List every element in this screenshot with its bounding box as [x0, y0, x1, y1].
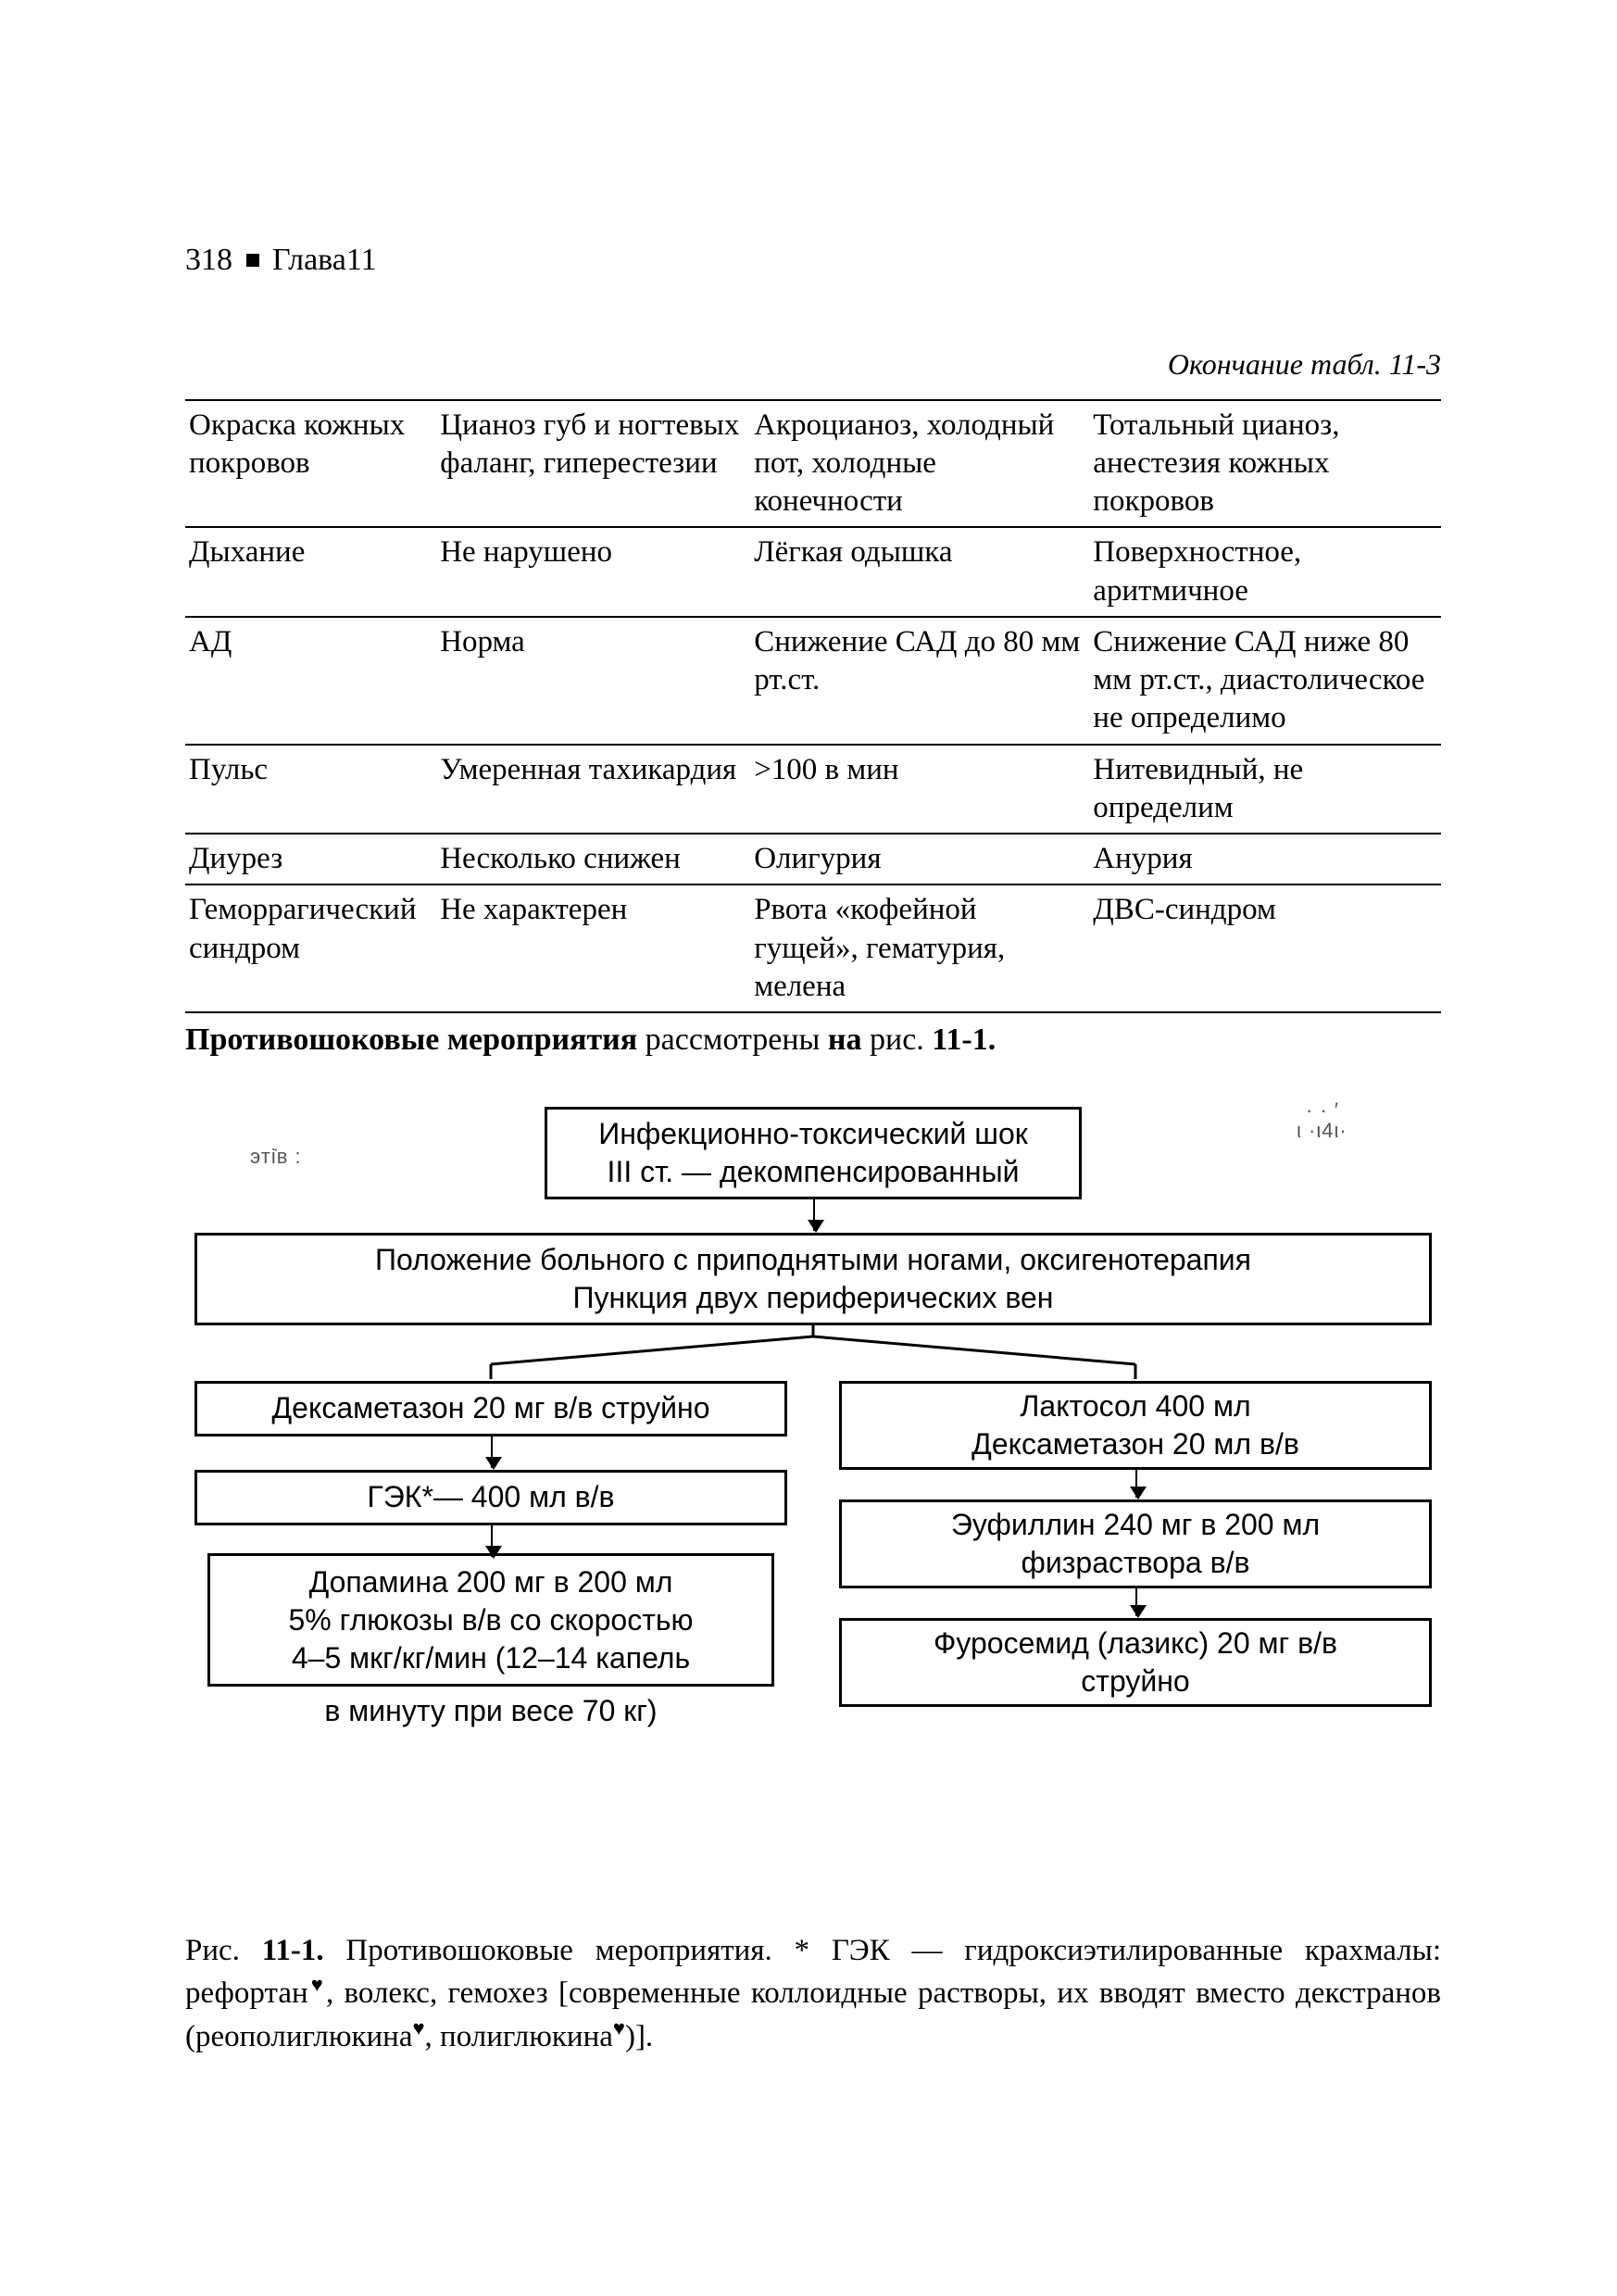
flow-node-right-1: Лактосол 400 мл Дексаметазон 20 мл в/в — [839, 1381, 1432, 1470]
table-cell: Несколько снижен — [436, 834, 750, 885]
table-cell: Диурез — [185, 834, 436, 885]
flowchart: эт‍і̇в : · · ′ ι ·ι4ι· Инфекционно-токси… — [185, 1107, 1441, 1857]
table-row: Геморрагический синдромНе характеренРвот… — [185, 885, 1441, 1012]
split-connector — [185, 1325, 1441, 1381]
table-cell: Цианоз губ и ногтевых фаланг, гиперестез… — [436, 400, 750, 528]
table-row: ПульсУмеренная тахикардия>100 в минНитев… — [185, 745, 1441, 834]
after-table-sentence: Противошоковые мероприятия рассмотрены н… — [185, 1021, 1441, 1060]
chapter-label: Глава11 — [272, 243, 377, 277]
flow-node-top: Инфекционно-токсический шок III ст. — де… — [545, 1107, 1082, 1199]
table-cell: Дыхание — [185, 527, 436, 617]
table-cell: Умеренная тахикардия — [436, 745, 750, 834]
table-cell: Олигурия — [750, 834, 1089, 885]
table-cell: Тотальный цианоз, анестезия кожных покро… — [1089, 400, 1441, 528]
table-cell: Снижение САД до 80 мм рт.ст. — [750, 617, 1089, 745]
flow-node-position-line2: Пункция двух периферических вен — [573, 1279, 1054, 1317]
table-cell: Акроцианоз, холодный пот, холодные конеч… — [750, 400, 1089, 528]
flow-node-right-2: Эуфиллин 240 мг в 200 мл физраствора в/в — [839, 1499, 1432, 1588]
table-row: АДНормаСнижение САД до 80 мм рт.ст.Сниже… — [185, 617, 1441, 745]
caption-body4: )]. — [625, 2020, 653, 2053]
table-cell: Снижение САД ниже 80 мм рт.ст., диастоли… — [1089, 617, 1441, 745]
table-cell: Не характерен — [436, 885, 750, 1012]
running-header: 318 Глава11 — [185, 241, 1441, 281]
flow-node-left-3-line2: 5% глюкозы в/в со скоростью — [216, 1601, 766, 1639]
table-cell: ДВС-синдром — [1089, 885, 1441, 1012]
table-cell: Не нарушено — [436, 527, 750, 617]
arrow-down-icon — [491, 1437, 493, 1468]
heart-icon: ♥ — [412, 2016, 424, 2039]
table-cell: Окраска кожных покровов — [185, 400, 436, 528]
flow-node-left-1-text: Дексаметазон 20 мг в/в струйно — [271, 1389, 709, 1427]
arrow-down-icon — [1135, 1470, 1137, 1498]
table-cell: Рвота «кофейной гущей», гематурия, мелен… — [750, 885, 1089, 1012]
table-cell: Анурия — [1089, 834, 1441, 885]
caption-body2: , волекс, гемохез [современные коллоидны… — [185, 1976, 1441, 2053]
table-row: ДиурезНесколько сниженОлигурияАнурия — [185, 834, 1441, 885]
table-continuation-note: Окончание табл. 11-3 — [185, 345, 1441, 383]
flow-node-left-1: Дексаметазон 20 мг в/в струйно — [194, 1381, 787, 1437]
flow-node-position-line1: Положение больного с приподнятыми ногами… — [375, 1241, 1251, 1279]
table-cell: АД — [185, 617, 436, 745]
heart-icon: ♥ — [308, 1973, 326, 1996]
caption-prefix: Рис. — [185, 1934, 262, 1967]
flow-node-left-3-line4: в минуту при весе 70 кг) — [324, 1687, 657, 1730]
caption-fignum: 11-1. — [262, 1934, 324, 1967]
table-cell: >100 в мин — [750, 745, 1089, 834]
flow-node-right-3: Фуросемид (лазикс) 20 мг в/в струйно — [839, 1618, 1432, 1707]
arrow-down-icon — [1135, 1588, 1137, 1616]
heart-icon: ♥ — [613, 2016, 625, 2039]
caption-body3: , полиглюкина — [425, 2020, 613, 2053]
figure-caption: Рис. 11-1. Противошоковые мероприятия. *… — [185, 1931, 1441, 2058]
after-table-bold2: на — [828, 1023, 862, 1057]
header-bullet-icon — [246, 254, 259, 267]
flow-node-position: Положение больного с приподнятыми ногами… — [194, 1233, 1432, 1325]
flow-node-right-1-line2: Дексаметазон 20 мл в/в — [971, 1425, 1299, 1463]
table-cell: Геморрагический синдром — [185, 885, 436, 1012]
flow-node-left-3-line3: 4–5 мкг/кг/мин (12–14 капель — [216, 1639, 766, 1677]
flow-node-left-3-line1: Допамина 200 мг в 200 мл — [216, 1563, 766, 1601]
flow-node-right-2-line2: физраствора в/в — [1022, 1544, 1250, 1582]
arrow-down-icon — [813, 1199, 815, 1231]
after-table-text1: рассмотрены — [637, 1023, 828, 1057]
table-cell: Норма — [436, 617, 750, 745]
scan-noise: эт‍і̇в : — [250, 1144, 302, 1170]
table-cell: Лёгкая одышка — [750, 527, 1089, 617]
flow-node-top-line2: III ст. — декомпенсированный — [608, 1153, 1020, 1191]
scan-noise: ι ·ι4ι· — [1297, 1118, 1348, 1144]
after-table-bold3: 11-1. — [932, 1023, 996, 1057]
flow-node-left-3: Допамина 200 мг в 200 мл 5% глюкозы в/в … — [194, 1559, 787, 1725]
after-table-text2: рис. — [862, 1023, 933, 1057]
flow-node-left-2-text: ГЭК*— 400 мл в/в — [367, 1478, 614, 1516]
page: 318 Глава11 Окончание табл. 11-3 Окраска… — [0, 0, 1617, 2296]
arrow-down-icon — [491, 1525, 493, 1557]
flow-node-left-2: ГЭК*— 400 мл в/в — [194, 1470, 787, 1525]
flow-node-right-2-line1: Эуфиллин 240 мг в 200 мл — [951, 1506, 1320, 1544]
flow-node-right-3-line1: Фуросемид (лазикс) 20 мг в/в — [934, 1625, 1337, 1662]
flow-node-top-line1: Инфекционно-токсический шок — [598, 1115, 1028, 1153]
table-cell: Поверхностное, аритмичное — [1089, 527, 1441, 617]
page-number: 318 — [185, 243, 232, 277]
flow-node-right-1-line1: Лактосол 400 мл — [1020, 1387, 1250, 1425]
shock-stages-table: Окраска кожных покрововЦианоз губ и ногт… — [185, 399, 1441, 1014]
table-row: ДыханиеНе нарушеноЛёгкая одышкаПоверхнос… — [185, 527, 1441, 617]
table-cell: Нитевидный, не определим — [1089, 745, 1441, 834]
after-table-bold1: Противошоковые мероприятия — [185, 1023, 637, 1057]
table-cell: Пульс — [185, 745, 436, 834]
table-row: Окраска кожных покрововЦианоз губ и ногт… — [185, 400, 1441, 528]
flow-node-right-3-line2: струйно — [1081, 1662, 1189, 1700]
